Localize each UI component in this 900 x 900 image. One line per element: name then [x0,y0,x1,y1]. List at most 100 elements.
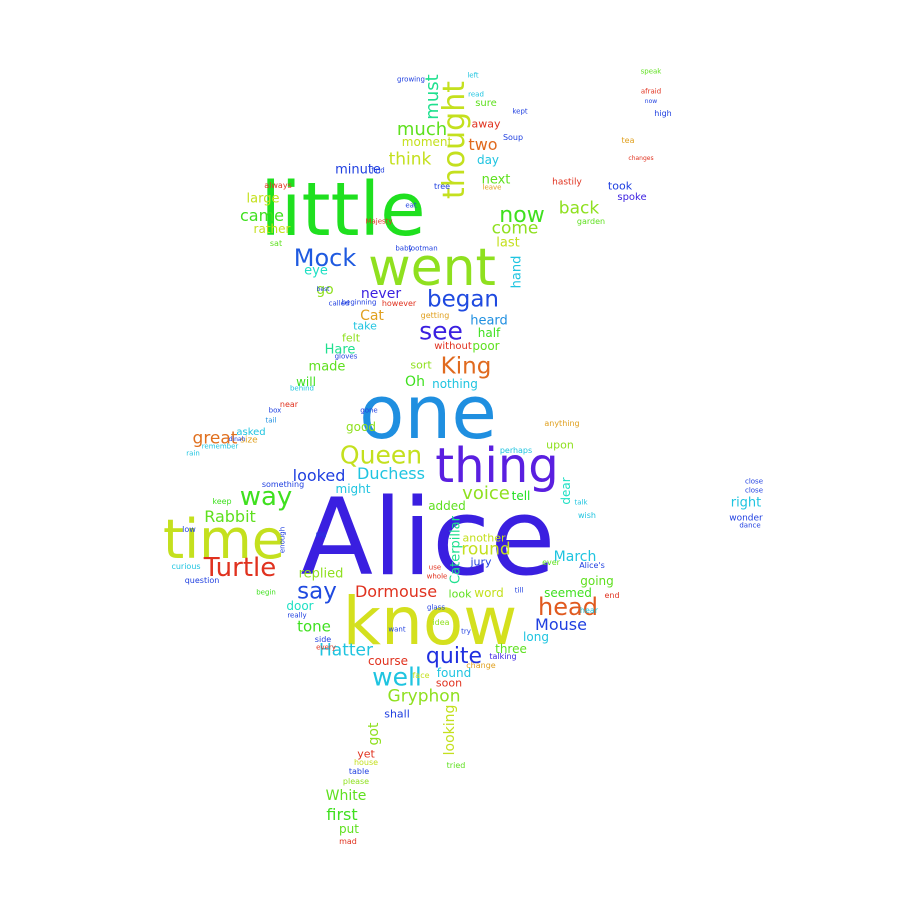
cloud-word: perhaps [499,446,533,455]
cloud-word: replied [298,566,344,582]
cloud-word: gone [360,406,378,415]
cloud-word: idea [432,618,450,627]
cloud-word: enough [278,526,287,554]
cloud-word: Cat [360,308,384,324]
cloud-word: day [476,153,500,167]
cloud-word: look [448,587,472,601]
cloud-word: wish [577,511,597,520]
cloud-word: tried [446,761,466,770]
cloud-word: hear [579,606,599,615]
cloud-word: baby [395,244,413,253]
cloud-word: Hatter [319,640,373,661]
cloud-word: asked [236,427,266,438]
cloud-word: changes [628,155,654,162]
cloud-word: afraid [640,87,662,96]
cloud-word: leave [482,183,502,192]
cloud-word: Soup [502,133,524,142]
cloud-word: another [462,531,506,545]
cloud-word: Rabbit [204,507,256,526]
cloud-word: see [419,316,463,346]
cloud-word: come [491,218,539,239]
cloud-word: minute [335,162,381,178]
cloud-word: begin [256,588,276,597]
cloud-word: got [366,722,382,746]
cloud-word: tell [511,489,531,503]
cloud-word: long [523,630,549,644]
cloud-word: Dormouse [354,582,438,601]
cloud-word: found [436,666,472,680]
cloud-word: two [468,135,498,154]
cloud-word: however [381,299,417,308]
cloud-word: change [466,661,496,670]
cloud-word: high [654,109,672,118]
cloud-word: door [286,599,314,613]
cloud-word: hastily [552,177,582,188]
cloud-word: gloves [334,352,358,361]
cloud-word: go [316,282,334,298]
cloud-word: added [428,499,466,513]
cloud-word: box [268,406,282,415]
cloud-word: put [339,822,359,836]
cloud-word: never [360,286,402,302]
cloud-word: growing [397,75,425,84]
cloud-word: hand [509,255,525,289]
cloud-word: low [182,525,196,534]
cloud-word: away [471,117,501,131]
cloud-word: please [342,777,370,786]
cloud-word: quite [425,644,483,669]
cloud-word: might [335,482,371,496]
cloud-word: Alice's [579,561,605,570]
cloud-word: read [468,90,484,99]
cloud-word: came [239,206,285,225]
cloud-word: jury [470,555,492,569]
cloud-word: half [477,326,501,340]
cloud-word: moment [401,135,453,149]
cloud-word: try [461,627,471,636]
cloud-word: one [359,370,497,456]
cloud-word: footman [408,244,438,253]
cloud-word: went [368,238,496,298]
cloud-word: close [744,477,764,486]
cloud-word: anything [544,419,580,428]
cloud-word: will [296,375,316,389]
cloud-word: pig [315,530,327,539]
cloud-word: talking [489,652,517,661]
cloud-word: really [287,611,307,620]
cloud-word: house [353,758,379,767]
cloud-word: King [440,353,492,380]
cloud-word: thing [435,438,559,494]
cloud-word: dance [739,521,761,530]
cloud-word: beginning [341,298,377,307]
cloud-word: rain [186,449,200,458]
cloud-word: nothing [432,377,478,391]
cloud-word: much [396,119,448,140]
cloud-word: eat [405,201,417,210]
cloud-word: glass [427,603,445,612]
cloud-word: first [326,805,358,824]
cloud-word: curious [171,562,201,571]
cloud-word: table [348,767,370,776]
cloud-word: spoke [617,192,647,203]
cloud-word: left [467,71,479,80]
cloud-word: time [162,508,286,571]
cloud-word: size [240,435,258,446]
cloud-word: now [499,203,545,228]
cloud-word: looked [292,466,346,485]
cloud-word: always [264,181,292,190]
cloud-word: March [553,549,597,565]
cloud-word: say [297,578,337,605]
cloud-word: heard [470,313,508,329]
cloud-word: great [192,428,238,449]
cloud-word: going [580,574,614,588]
cloud-word: use [428,563,442,572]
cloud-word: sat [269,239,283,248]
cloud-word: dear [559,477,573,505]
cloud-word: right [730,495,762,511]
cloud-word: Oh [405,374,425,390]
cloud-word: good [346,420,376,434]
cloud-word: know [342,583,518,660]
cloud-word: near [279,400,299,409]
cloud-word: tone [297,617,331,636]
cloud-word: speak [640,67,662,76]
